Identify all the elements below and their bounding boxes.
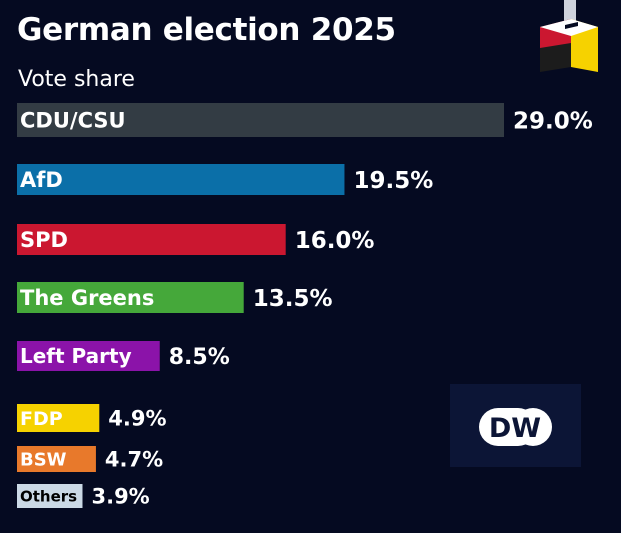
bar-category-label: Others [20,487,77,505]
bar-category-label: FDP [20,408,63,430]
bar-value-label: 16.0% [295,228,375,254]
bar-left [17,341,160,371]
bar-category-label: The Greens [20,286,154,310]
bar-value-label: 8.5% [169,345,230,370]
bar-value-label: 3.9% [91,485,149,509]
bar-cdu-csu [17,103,504,137]
bar-category-label: BSW [20,449,67,470]
bar-category-label: Left Party [20,344,132,368]
bar-category-label: CDU/CSU [20,109,126,133]
bar-bsw [17,446,96,472]
bar-others [17,484,83,508]
bar-fdp [17,404,100,432]
bar-value-label: 13.5% [253,286,333,312]
chart-subtitle: Vote share [18,67,135,92]
bar-category-label: AfD [20,168,63,192]
bar-greens [17,282,244,313]
dw-logo-text: DW [489,413,541,444]
bar-value-label: 4.7% [105,448,163,472]
bar-value-label: 19.5% [353,168,433,194]
bar-value-label: 4.9% [108,407,166,431]
chart-title: German election 2025 [17,12,396,48]
dw-logo: DW [450,384,581,467]
bar-value-label: 29.0% [513,108,593,134]
bar-category-label: SPD [20,228,68,252]
bar-spd [17,224,286,255]
ballot-box-icon [540,0,598,72]
bar-afd [17,164,345,195]
